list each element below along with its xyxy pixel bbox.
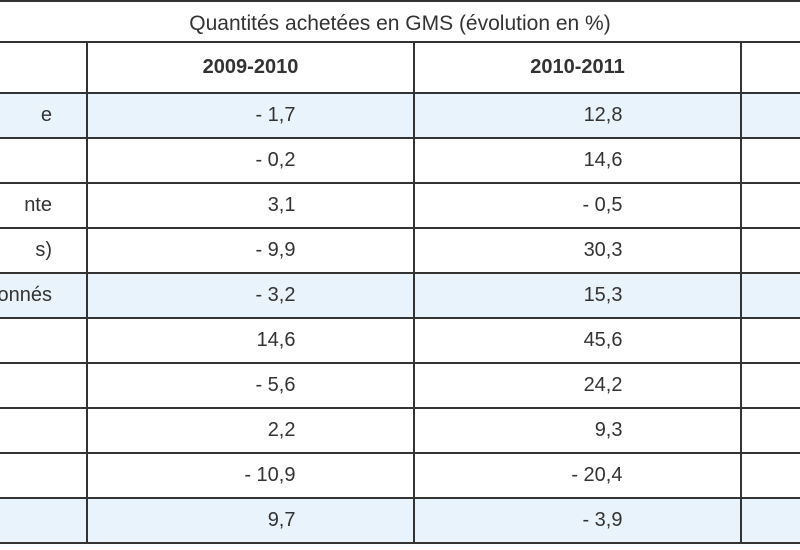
value-2009-2010: 3,1 bbox=[267, 194, 296, 216]
cell-next-period bbox=[740, 92, 800, 139]
cell-2010-2011: - 20,4 bbox=[413, 452, 742, 499]
value-2010-2011: 45,6 bbox=[583, 329, 623, 351]
cell-2010-2011: 14,6 bbox=[413, 137, 742, 184]
table-title: Quantités achetées en GMS (évolution en … bbox=[189, 12, 611, 35]
value-2010-2011: - 0,5 bbox=[582, 194, 623, 216]
row-label-cell bbox=[0, 362, 88, 409]
table-row: nte 3,1 - 0,5 bbox=[0, 182, 800, 229]
cell-2009-2010: - 0,2 bbox=[86, 137, 415, 184]
cell-next-period bbox=[740, 407, 800, 454]
value-2010-2011: - 20,4 bbox=[571, 464, 623, 486]
row-label-cell bbox=[0, 497, 88, 544]
value-2009-2010: - 3,2 bbox=[255, 284, 296, 306]
table-row: - 5,6 24,2 bbox=[0, 362, 800, 409]
cell-2010-2011: - 0,5 bbox=[413, 182, 742, 229]
cell-next-period bbox=[740, 362, 800, 409]
cell-next-period bbox=[740, 452, 800, 499]
row-label-cell: nte bbox=[0, 182, 88, 229]
cell-next-period bbox=[740, 227, 800, 274]
cell-2010-2011: 30,3 bbox=[413, 227, 742, 274]
value-2009-2010: 14,6 bbox=[256, 329, 296, 351]
table-row: onnés - 3,2 15,3 bbox=[0, 272, 800, 319]
cell-2009-2010: - 3,2 bbox=[86, 272, 415, 319]
cell-2010-2011: 45,6 bbox=[413, 317, 742, 364]
value-2009-2010: - 1,7 bbox=[255, 104, 296, 126]
value-2009-2010: 9,7 bbox=[267, 509, 296, 531]
cell-next-period bbox=[740, 182, 800, 229]
value-2009-2010: - 5,6 bbox=[255, 374, 296, 396]
header-row: 2009-2010 2010-2011 bbox=[0, 43, 800, 94]
cell-2010-2011: 9,3 bbox=[413, 407, 742, 454]
table-row: 14,6 45,6 bbox=[0, 317, 800, 364]
data-table: 2009-2010 2010-2011 e - 1,7 12,8 - 0,2 14,6 n… bbox=[0, 43, 800, 544]
table-row: - 10,9 - 20,4 bbox=[0, 452, 800, 499]
header-label-column bbox=[0, 43, 88, 94]
row-label-cell: s) bbox=[0, 227, 88, 274]
row-label: onnés bbox=[0, 284, 52, 306]
row-label-cell bbox=[0, 452, 88, 499]
header-2009-2010: 2009-2010 bbox=[86, 43, 415, 94]
value-2010-2011: 30,3 bbox=[583, 239, 623, 261]
value-2009-2010: - 0,2 bbox=[255, 149, 296, 171]
table-row: 9,7 - 3,9 bbox=[0, 497, 800, 544]
value-2010-2011: 9,3 bbox=[594, 419, 623, 441]
cell-2009-2010: 9,7 bbox=[86, 497, 415, 544]
table-row: 2,2 9,3 bbox=[0, 407, 800, 454]
value-2010-2011: 15,3 bbox=[583, 284, 623, 306]
row-label-cell bbox=[0, 137, 88, 184]
cell-2009-2010: - 1,7 bbox=[86, 92, 415, 139]
row-label: nte bbox=[24, 194, 52, 216]
row-label-cell: onnés bbox=[0, 272, 88, 319]
cell-2009-2010: - 9,9 bbox=[86, 227, 415, 274]
row-label: s) bbox=[35, 239, 52, 261]
cell-2009-2010: - 10,9 bbox=[86, 452, 415, 499]
value-2009-2010: - 10,9 bbox=[244, 464, 296, 486]
cell-next-period bbox=[740, 317, 800, 364]
value-2010-2011: 12,8 bbox=[583, 104, 623, 126]
cell-2010-2011: - 3,9 bbox=[413, 497, 742, 544]
value-2009-2010: - 9,9 bbox=[255, 239, 296, 261]
row-label: e bbox=[40, 104, 52, 126]
cell-2009-2010: - 5,6 bbox=[86, 362, 415, 409]
table-title-bar: Quantités achetées en GMS (évolution en … bbox=[0, 0, 800, 43]
table-row: - 0,2 14,6 bbox=[0, 137, 800, 184]
cell-2010-2011: 15,3 bbox=[413, 272, 742, 319]
header-next-period bbox=[740, 43, 800, 94]
row-label-cell bbox=[0, 407, 88, 454]
value-2010-2011: - 3,9 bbox=[582, 509, 623, 531]
table-row: e - 1,7 12,8 bbox=[0, 92, 800, 139]
cell-2009-2010: 3,1 bbox=[86, 182, 415, 229]
cell-next-period bbox=[740, 272, 800, 319]
cell-next-period bbox=[740, 497, 800, 544]
table-row: s) - 9,9 30,3 bbox=[0, 227, 800, 274]
cell-2009-2010: 14,6 bbox=[86, 317, 415, 364]
cell-2010-2011: 24,2 bbox=[413, 362, 742, 409]
cell-2009-2010: 2,2 bbox=[86, 407, 415, 454]
value-2009-2010: 2,2 bbox=[267, 419, 296, 441]
row-label-cell: e bbox=[0, 92, 88, 139]
cell-next-period bbox=[740, 137, 800, 184]
cell-2010-2011: 12,8 bbox=[413, 92, 742, 139]
value-2010-2011: 24,2 bbox=[583, 374, 623, 396]
header-2010-2011: 2010-2011 bbox=[413, 43, 742, 94]
row-label-cell bbox=[0, 317, 88, 364]
value-2010-2011: 14,6 bbox=[583, 149, 623, 171]
